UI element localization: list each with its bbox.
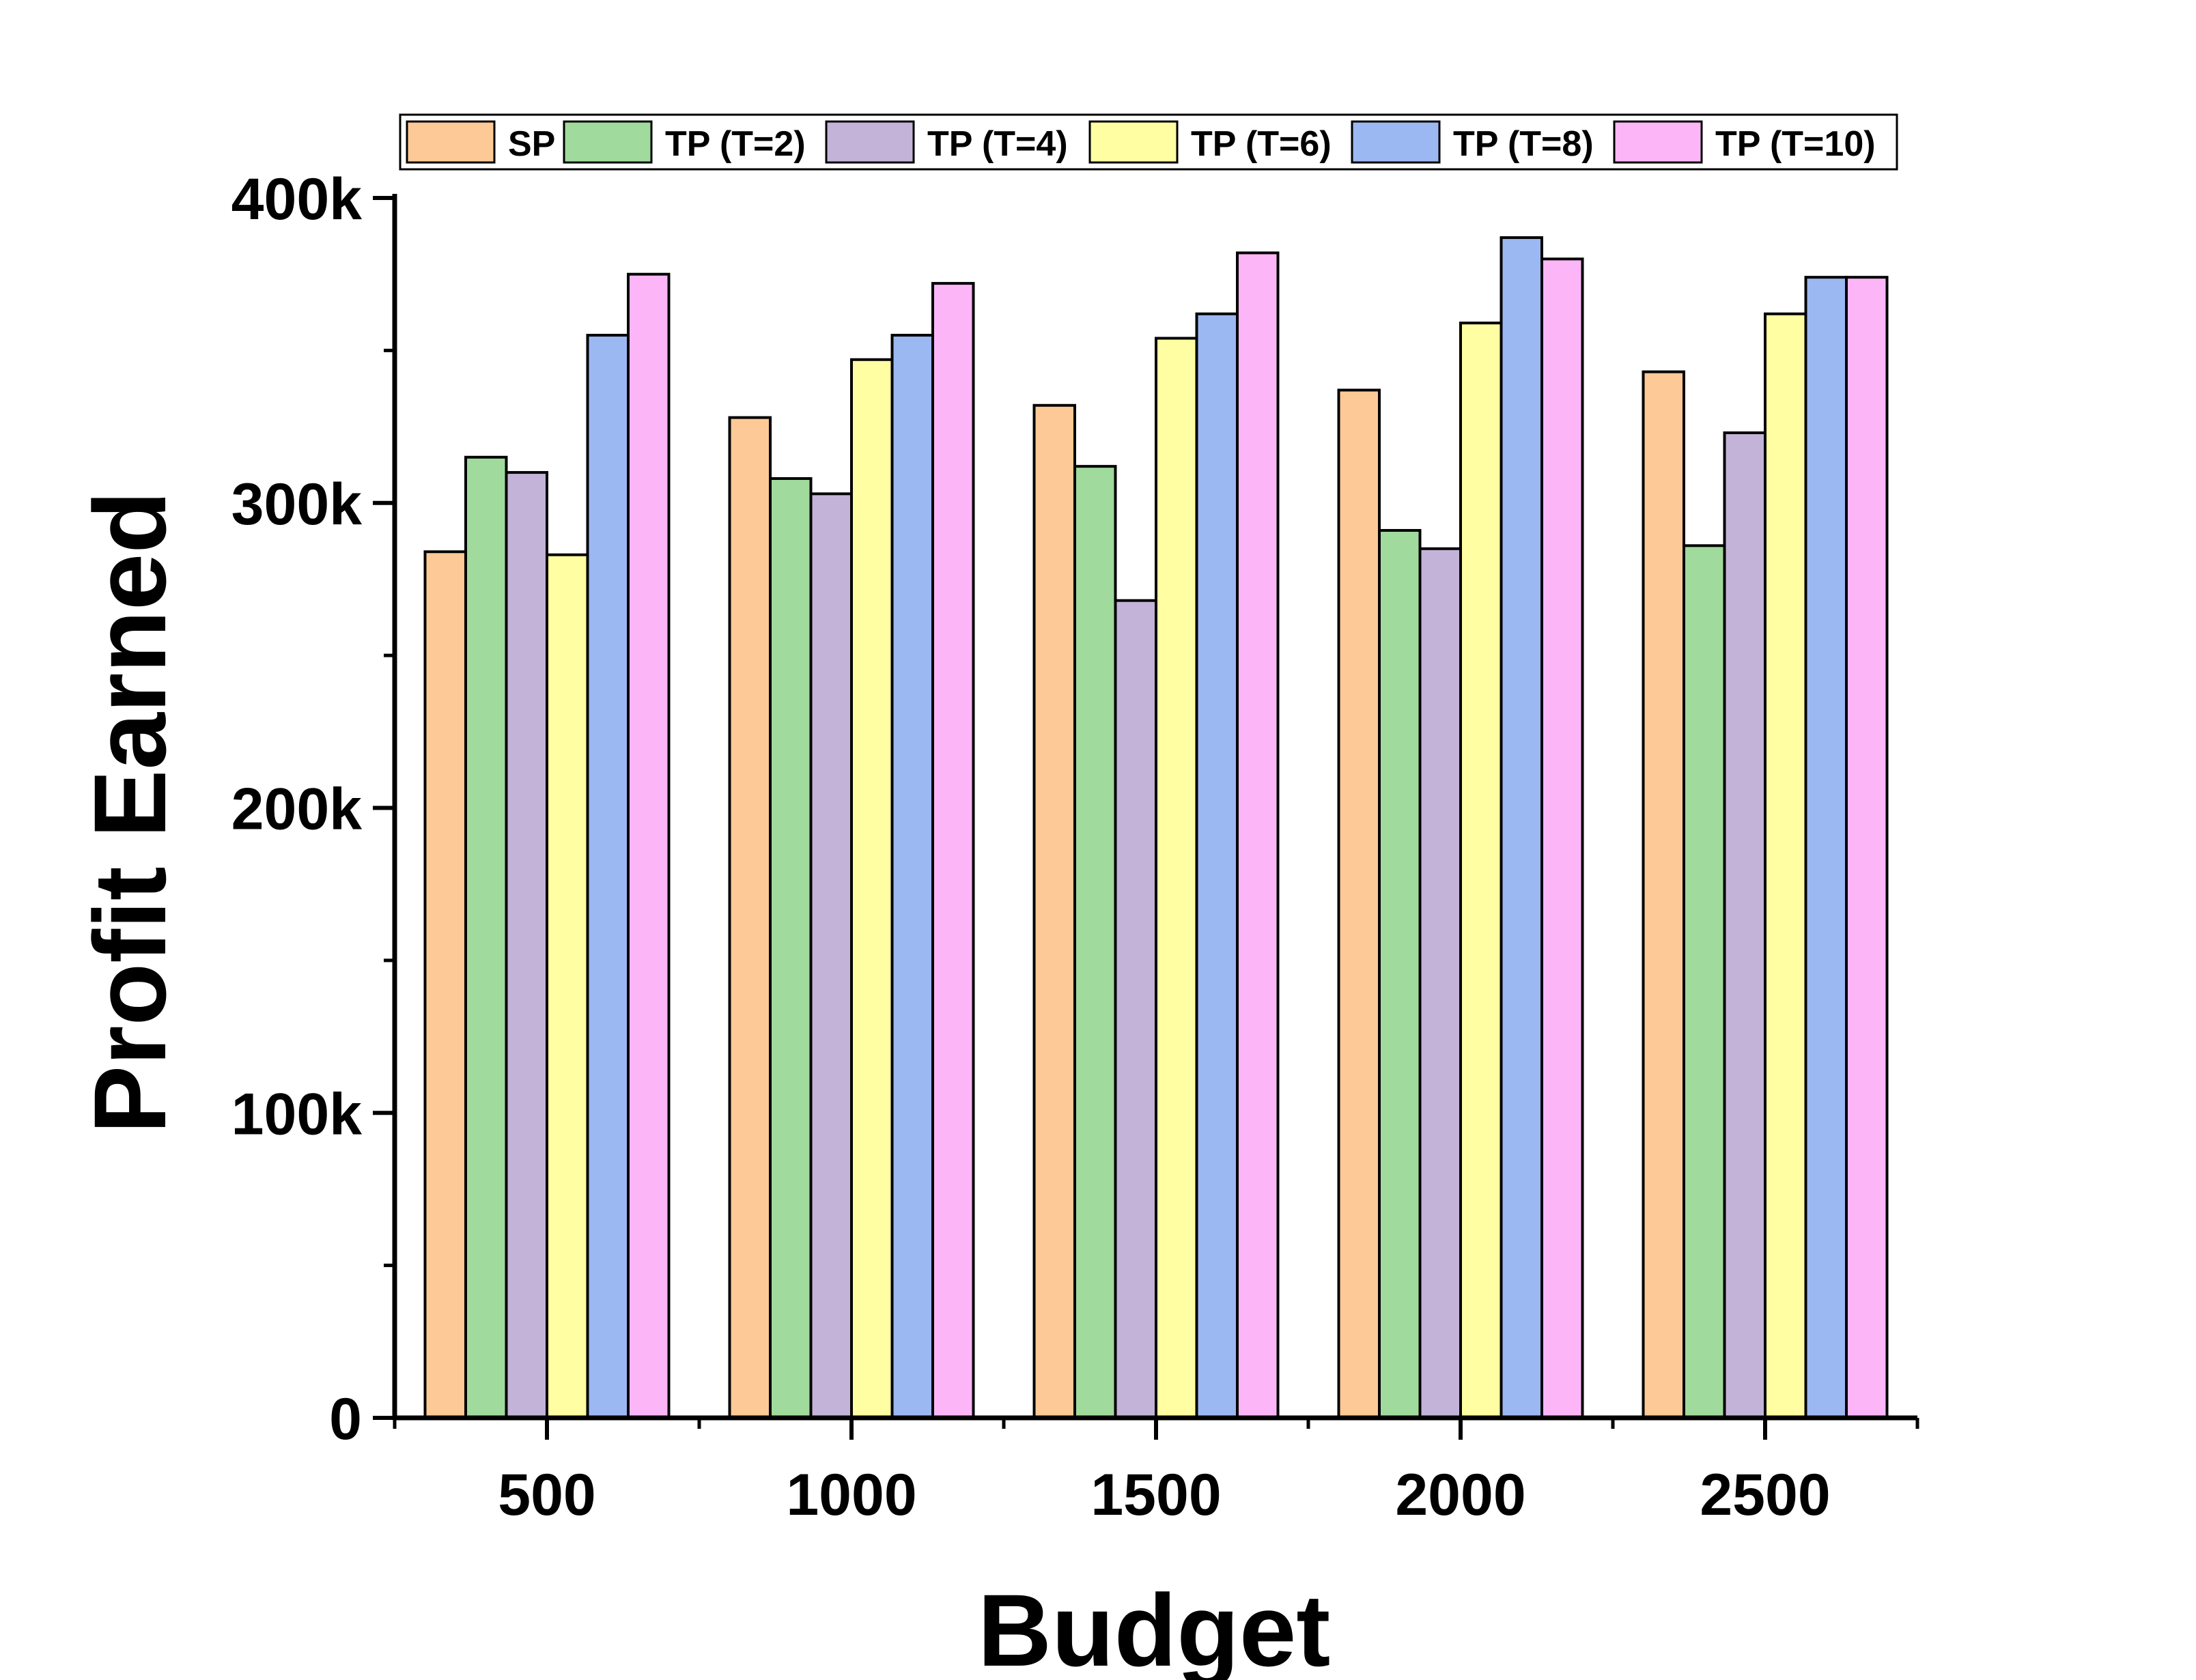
bar-500-0 xyxy=(423,550,467,1419)
bar-500-4 xyxy=(586,334,630,1420)
bar-1500-0 xyxy=(1032,403,1076,1419)
bar-2000-2 xyxy=(1418,547,1462,1420)
legend-label-3: TP (T=6) xyxy=(1191,124,1332,164)
legend-label-2: TP (T=4) xyxy=(927,124,1068,164)
bar-2500-0 xyxy=(1642,370,1685,1420)
bar-500-3 xyxy=(546,553,589,1419)
x-tick-label: 1000 xyxy=(786,1462,916,1528)
y-axis-title: Profit Earned xyxy=(72,491,187,1134)
bar-2000-4 xyxy=(1500,236,1543,1419)
ticks-group: 0 100k 200k 300k 400k 500 1000 1500 2000 2500 xyxy=(231,167,1919,1528)
y-tick-label: 0 xyxy=(329,1386,362,1452)
legend-swatch-4 xyxy=(1351,120,1441,164)
bar-1500-5 xyxy=(1236,251,1280,1419)
legend: SP TP (T=2) TP (T=4) TP (T=6) TP (T=8) TP (T=… xyxy=(399,113,1898,171)
bar-1500-4 xyxy=(1195,312,1239,1419)
legend-swatch-0 xyxy=(406,120,496,164)
legend-swatch-3 xyxy=(1088,120,1179,164)
legend-label-0: SP xyxy=(508,124,555,164)
bars-group xyxy=(423,236,1889,1420)
bar-2500-2 xyxy=(1723,431,1766,1419)
x-axis-title: Budget xyxy=(978,1573,1331,1680)
bar-2000-0 xyxy=(1337,388,1381,1419)
bar-500-5 xyxy=(627,272,671,1419)
y-tick-label: 400k xyxy=(231,167,362,232)
y-tick-label: 200k xyxy=(231,777,362,842)
legend-swatch-5 xyxy=(1613,120,1703,164)
legend-label-5: TP (T=10) xyxy=(1715,124,1876,164)
bar-1500-3 xyxy=(1155,337,1198,1419)
bar-1500-1 xyxy=(1073,465,1117,1419)
x-tick-label: 1500 xyxy=(1090,1462,1221,1528)
bar-500-1 xyxy=(464,455,508,1419)
bar-1000-2 xyxy=(809,492,853,1419)
x-tick-label: 2500 xyxy=(1700,1462,1830,1528)
bar-2000-5 xyxy=(1540,257,1584,1420)
x-tick-label: 2000 xyxy=(1395,1462,1525,1528)
bar-2500-3 xyxy=(1764,312,1807,1419)
bar-1000-1 xyxy=(769,477,813,1419)
legend-label-4: TP (T=8) xyxy=(1453,124,1594,164)
bar-1000-5 xyxy=(931,282,975,1420)
y-tick-label: 300k xyxy=(231,472,362,537)
bar-1000-4 xyxy=(890,334,934,1420)
legend-swatch-2 xyxy=(825,120,915,164)
y-tick-label: 100k xyxy=(231,1081,362,1147)
x-tick-label: 500 xyxy=(498,1462,596,1528)
bar-1500-2 xyxy=(1114,599,1157,1420)
bar-2000-1 xyxy=(1378,528,1422,1419)
bar-2500-4 xyxy=(1804,276,1848,1419)
bar-2000-3 xyxy=(1459,322,1503,1420)
bar-1000-0 xyxy=(728,416,772,1419)
bar-2500-1 xyxy=(1683,544,1726,1419)
bar-1000-3 xyxy=(850,358,894,1420)
legend-swatch-1 xyxy=(563,120,653,164)
legend-label-1: TP (T=2) xyxy=(665,124,806,164)
bar-500-2 xyxy=(505,471,548,1420)
bar-2500-5 xyxy=(1845,276,1889,1419)
